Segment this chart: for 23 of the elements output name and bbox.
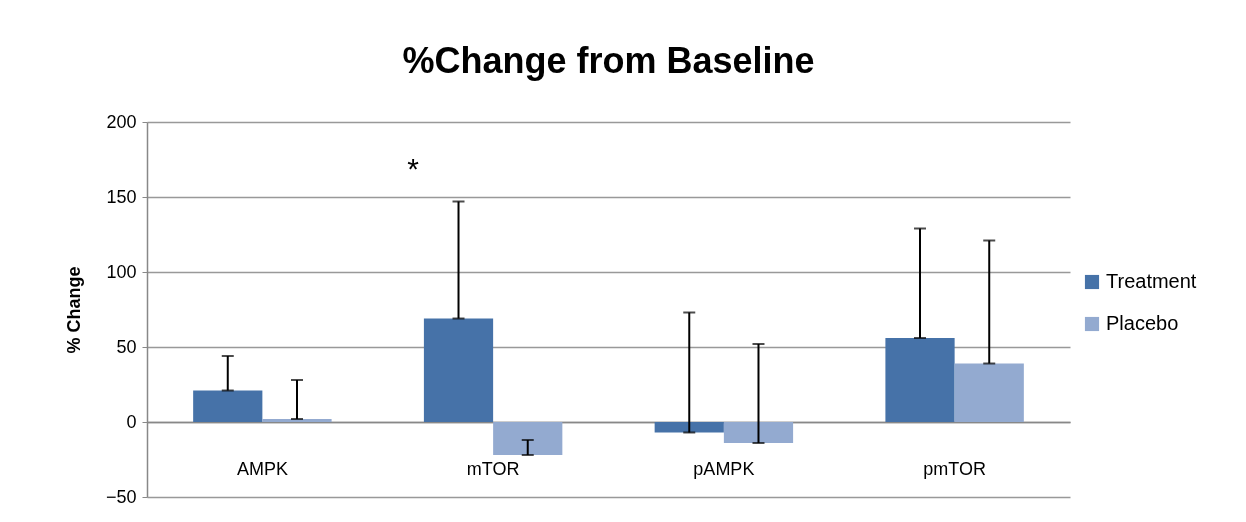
y-tick-label: 100 (106, 261, 137, 282)
legend-label: Treatment (1106, 270, 1197, 292)
x-tick-label: AMPK (236, 458, 288, 479)
annotation: * (407, 152, 420, 185)
x-tick-label: pAMPK (693, 458, 755, 479)
bar (423, 318, 494, 422)
chart-title: %Change from Baseline (402, 40, 815, 81)
x-tick-label: pmTOR (923, 458, 986, 479)
y-axis-title: % Change (63, 266, 84, 354)
x-tick-label: mTOR (466, 458, 520, 479)
bar (262, 419, 332, 422)
bar (493, 422, 563, 455)
bar (193, 390, 263, 422)
bar (885, 338, 955, 422)
y-tick-label: −50 (105, 486, 137, 507)
bar (954, 363, 1024, 422)
y-tick-label: 150 (106, 186, 137, 207)
legend-label: Placebo (1106, 312, 1179, 334)
bar (654, 422, 724, 433)
y-tick-label: 0 (126, 411, 137, 432)
bar (723, 422, 794, 443)
y-tick-label: 50 (116, 336, 137, 357)
y-tick-label: 200 (106, 111, 137, 132)
